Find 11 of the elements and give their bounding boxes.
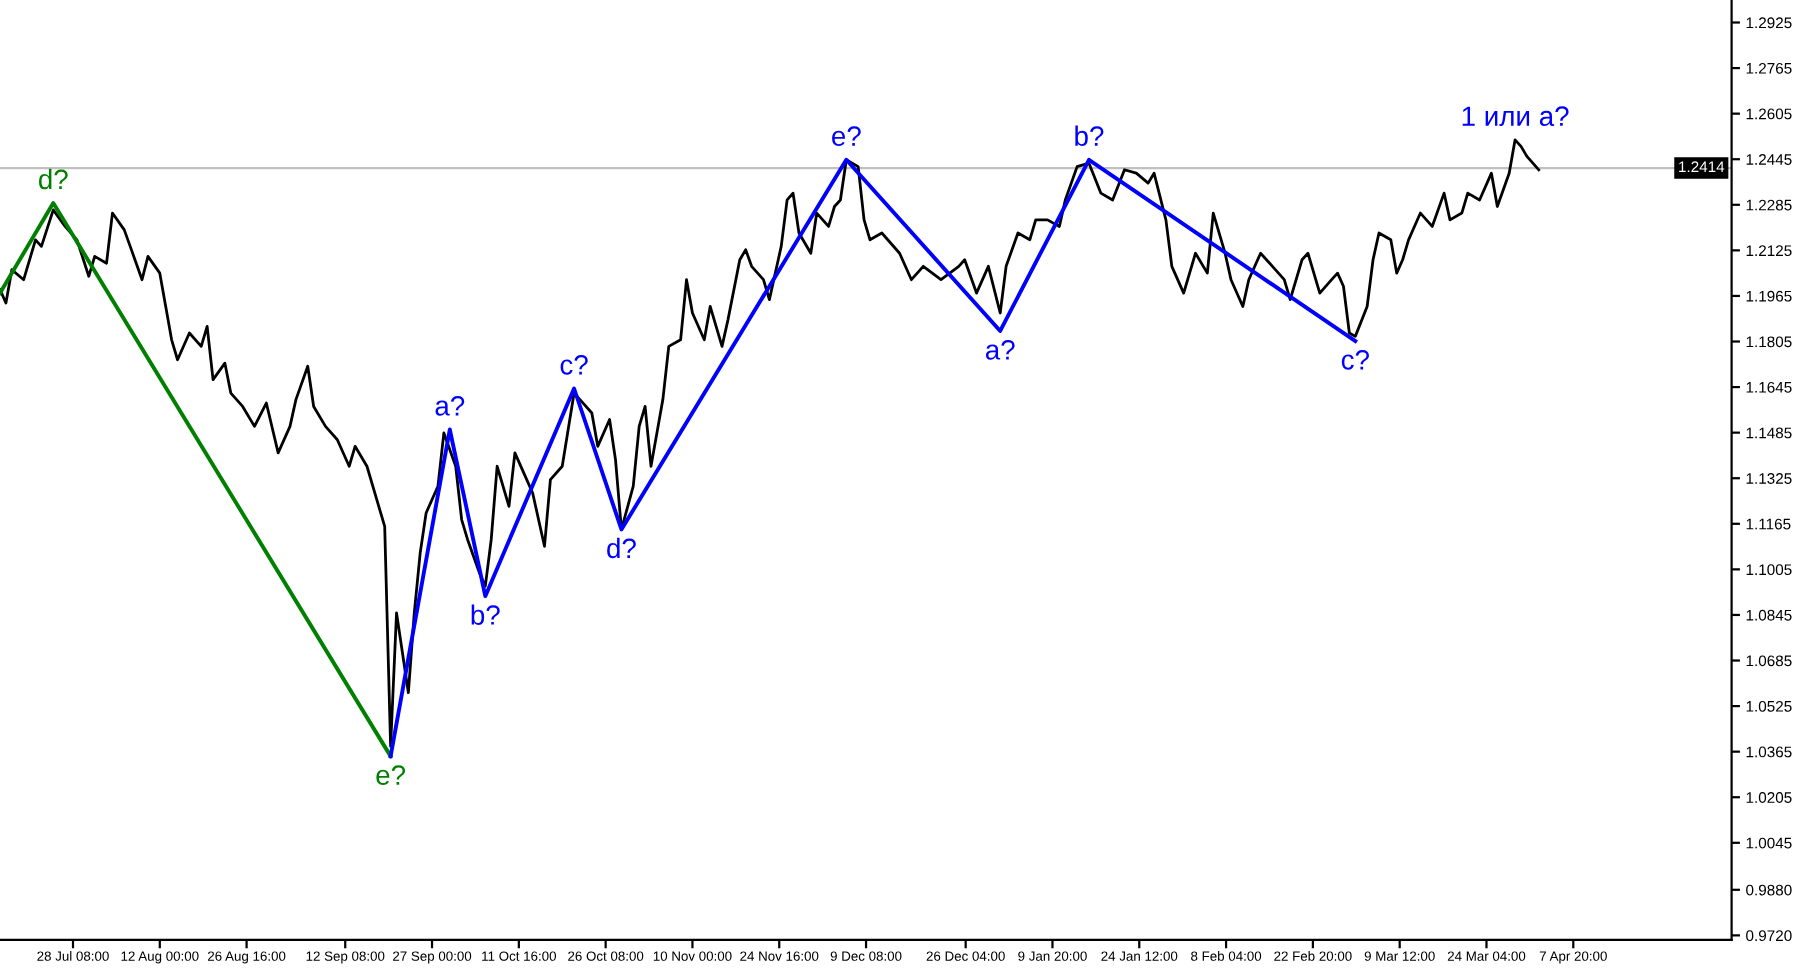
annotation: b? — [471, 604, 500, 625]
annotation: e? — [376, 765, 406, 785]
annotation: c? — [1341, 350, 1369, 370]
annotation: 1 или a? — [1462, 106, 1569, 127]
annotation: a? — [985, 340, 1015, 360]
annotation: e? — [832, 126, 861, 146]
annotation: a? — [435, 396, 465, 416]
annotation: d? — [38, 168, 68, 190]
annotation: c? — [560, 355, 588, 375]
annotation: d? — [607, 537, 636, 559]
annotation: b? — [1075, 125, 1104, 146]
